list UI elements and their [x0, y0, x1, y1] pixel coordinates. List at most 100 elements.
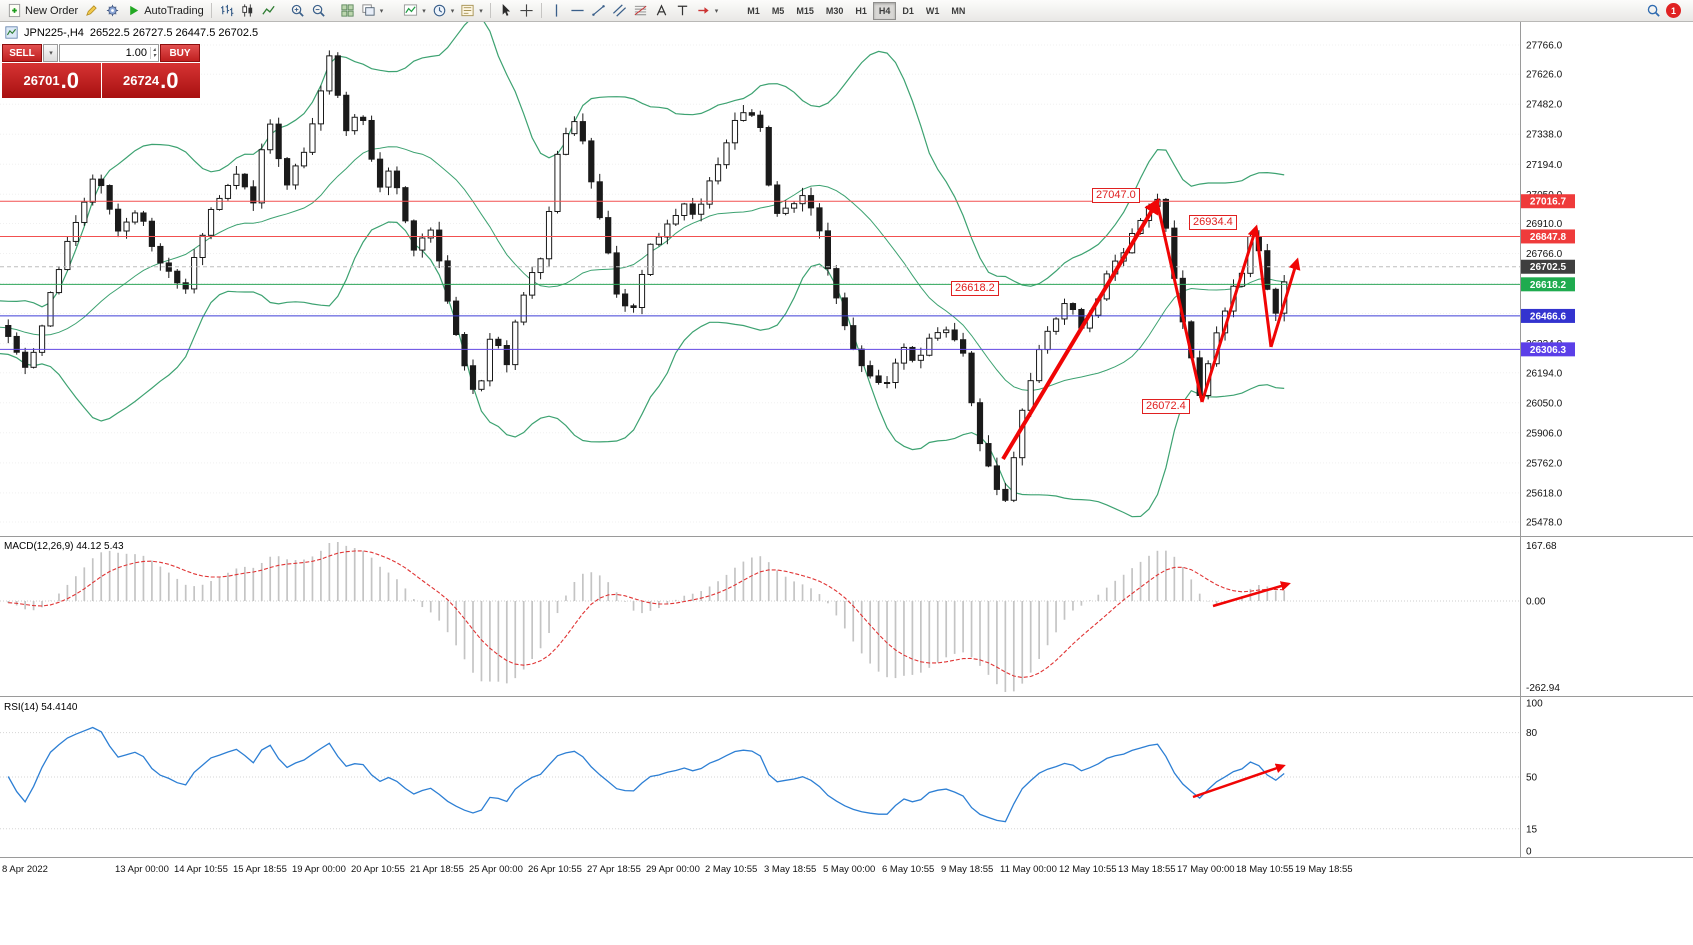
- toolbar-separator: [540, 3, 542, 18]
- timeframe-w1[interactable]: W1: [920, 2, 946, 20]
- timeframe-mn[interactable]: MN: [945, 2, 971, 20]
- text-label-button[interactable]: [672, 1, 693, 20]
- spinner-up-icon[interactable]: ▴: [152, 47, 156, 53]
- svg-text:80: 80: [1526, 728, 1538, 739]
- sell-button[interactable]: SELL: [2, 44, 42, 62]
- volume-input[interactable]: [60, 47, 150, 59]
- chart-canvas[interactable]: 27766.027626.027482.027338.027194.027050…: [0, 22, 1693, 880]
- autotrading-button[interactable]: AutoTrading: [123, 1, 207, 20]
- svg-text:25906.0: 25906.0: [1526, 428, 1563, 439]
- svg-text:25478.0: 25478.0: [1526, 518, 1563, 529]
- tile-windows-icon: [341, 4, 354, 17]
- svg-text:3 May 18:55: 3 May 18:55: [764, 864, 816, 875]
- tile-windows-button[interactable]: [337, 1, 358, 20]
- timeframe-m1[interactable]: M1: [741, 2, 766, 20]
- candlestick-chart-button[interactable]: [237, 1, 258, 20]
- fibonacci-button[interactable]: [630, 1, 651, 20]
- drawing-objects-button[interactable]: ▾: [693, 1, 722, 20]
- vertical-line-button[interactable]: [546, 1, 567, 20]
- svg-text:15: 15: [1526, 824, 1538, 835]
- svg-text:26 Apr 10:55: 26 Apr 10:55: [528, 864, 582, 875]
- timeframe-m5[interactable]: M5: [766, 2, 791, 20]
- zoom-out-button[interactable]: [308, 1, 329, 20]
- text-button[interactable]: [651, 1, 672, 20]
- svg-text:100: 100: [1526, 699, 1543, 710]
- price-label-annotation[interactable]: 26618.2: [951, 281, 999, 296]
- timeframe-h4[interactable]: H4: [872, 1, 897, 20]
- timeframe-m15[interactable]: M15: [790, 2, 820, 20]
- vertical-line-icon: [555, 4, 557, 17]
- crosshair-button[interactable]: [516, 1, 537, 20]
- cursor-button[interactable]: [495, 1, 516, 20]
- svg-text:26306.3: 26306.3: [1530, 345, 1567, 356]
- trendline-icon: [592, 5, 605, 16]
- rsi-axis-labels: 100 80 50 15 0: [1526, 699, 1543, 858]
- svg-text:9 May 18:55: 9 May 18:55: [941, 864, 993, 875]
- svg-text:17 May 00:00: 17 May 00:00: [1177, 864, 1235, 875]
- zoom-in-button[interactable]: [287, 1, 308, 20]
- search-button[interactable]: [1643, 1, 1664, 20]
- svg-text:26618.2: 26618.2: [1530, 280, 1567, 291]
- macd-indicator-label: MACD(12,26,9) 44.12 5.43: [4, 541, 124, 552]
- arrow-object-icon: [698, 7, 709, 14]
- annotation-arrows[interactable]: [1001, 197, 1301, 799]
- svg-text:0.00: 0.00: [1526, 597, 1546, 608]
- buy-button[interactable]: BUY: [160, 44, 200, 62]
- svg-text:26050.0: 26050.0: [1526, 398, 1563, 409]
- horizontal-line-button[interactable]: [567, 1, 588, 20]
- search-icon: [1647, 4, 1660, 17]
- trendline-button[interactable]: [588, 1, 609, 20]
- time-axis-labels[interactable]: 8 Apr 2022 13 Apr 00:00 14 Apr 10:55 15 Apr…: [2, 864, 1353, 875]
- cascade-windows-button[interactable]: ▾: [358, 1, 387, 20]
- rsi-panel-content: [0, 726, 1520, 830]
- svg-text:18 May 10:55: 18 May 10:55: [1236, 864, 1294, 875]
- new-order-button[interactable]: New Order: [4, 1, 81, 20]
- notification-badge[interactable]: 1: [1666, 3, 1681, 18]
- buy-price[interactable]: 26724.0: [101, 63, 200, 98]
- svg-text:27016.7: 27016.7: [1530, 197, 1567, 208]
- symbol-period-label: JPN225-,H4: [24, 26, 84, 39]
- new-order-label: New Order: [25, 4, 79, 17]
- periods-button[interactable]: ▾: [429, 1, 458, 20]
- price-label-annotation[interactable]: 27047.0: [1092, 188, 1140, 203]
- svg-text:13 May 18:55: 13 May 18:55: [1118, 864, 1176, 875]
- line-chart-button[interactable]: [258, 1, 279, 20]
- svg-text:2 May 10:55: 2 May 10:55: [705, 864, 757, 875]
- svg-text:20 Apr 10:55: 20 Apr 10:55: [351, 864, 405, 875]
- price-tags: 27016.7 26847.8 26702.5 26618.2 26466.6 26306…: [1521, 194, 1575, 357]
- sell-price-main: 26701: [23, 73, 60, 88]
- svg-text:15 Apr 18:55: 15 Apr 18:55: [233, 864, 287, 875]
- price-label-annotation[interactable]: 26072.4: [1142, 399, 1190, 414]
- templates-button[interactable]: ▾: [457, 1, 486, 20]
- volume-spinner[interactable]: ▴ ▾: [149, 47, 158, 59]
- options-button[interactable]: [102, 1, 123, 20]
- zoom-in-icon: [291, 4, 304, 17]
- equidistant-channel-button[interactable]: [609, 1, 630, 20]
- trade-panel-dropdown[interactable]: ▾: [43, 44, 58, 62]
- svg-text:29 Apr 00:00: 29 Apr 00:00: [646, 864, 700, 875]
- timeframe-h1[interactable]: H1: [849, 2, 873, 20]
- metaeditor-button[interactable]: [81, 1, 102, 20]
- dropdown-caret: ▾: [450, 7, 455, 15]
- indicators-button[interactable]: ▾: [400, 1, 429, 20]
- sell-price[interactable]: 26701.0: [2, 63, 101, 98]
- rsi-indicator-label: RSI(14) 54.4140: [4, 702, 78, 713]
- chart-info-line: JPN225-,H4 26522.5 26727.5 26447.5 26702…: [5, 26, 258, 39]
- toolbar: New Order AutoTrading: [0, 0, 1693, 22]
- template-icon: [461, 4, 474, 17]
- gear-icon: [107, 4, 119, 17]
- line-chart-icon: [262, 5, 275, 15]
- svg-text:-262.94: -262.94: [1526, 683, 1560, 694]
- timeframe-d1[interactable]: D1: [896, 2, 920, 20]
- svg-text:26847.8: 26847.8: [1530, 232, 1567, 243]
- bar-chart-button[interactable]: [216, 1, 237, 20]
- timeframes-toolbar: M1 M5 M15 M30 H1 H4 D1 W1 MN: [741, 1, 971, 20]
- svg-text:6 May 10:55: 6 May 10:55: [882, 864, 934, 875]
- timeframe-m30[interactable]: M30: [820, 2, 850, 20]
- autotrading-label: AutoTrading: [144, 4, 204, 17]
- price-label-annotation[interactable]: 26934.4: [1189, 215, 1237, 230]
- new-order-icon: [8, 3, 21, 18]
- svg-text:26702.5: 26702.5: [1530, 262, 1567, 273]
- chart-window-icon: [5, 26, 18, 39]
- spinner-down-icon[interactable]: ▾: [152, 53, 156, 59]
